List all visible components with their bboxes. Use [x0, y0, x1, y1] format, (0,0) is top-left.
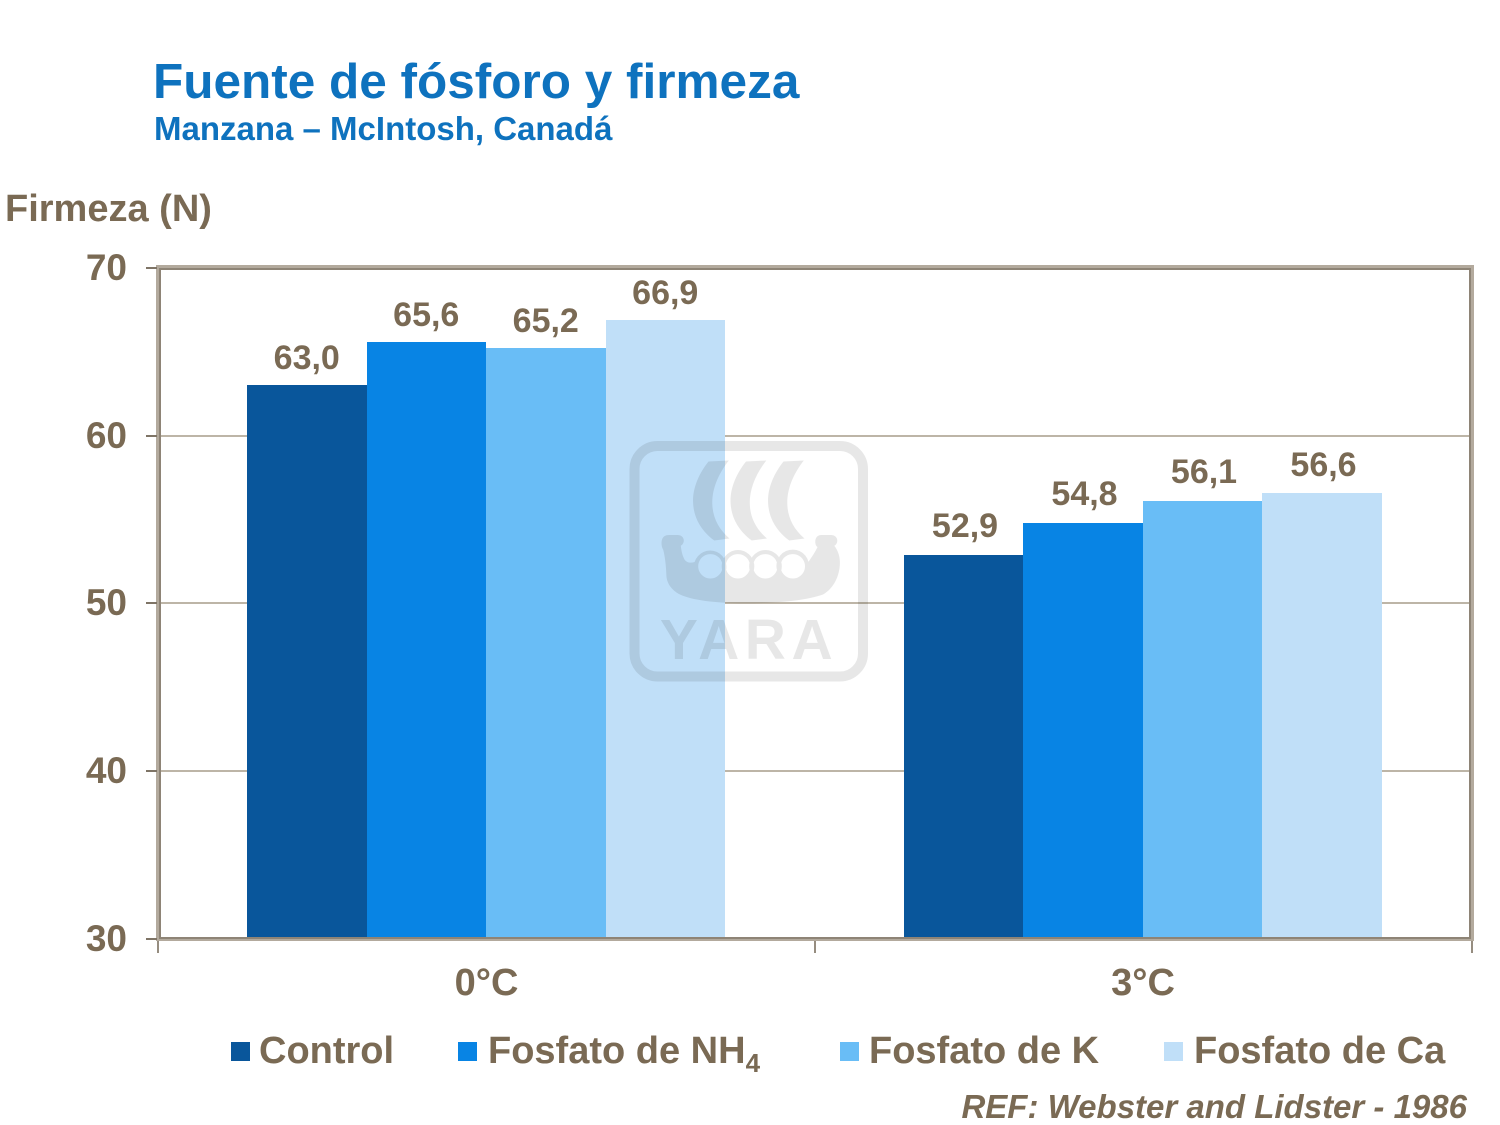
- svg-text:YARA: YARA: [660, 608, 838, 672]
